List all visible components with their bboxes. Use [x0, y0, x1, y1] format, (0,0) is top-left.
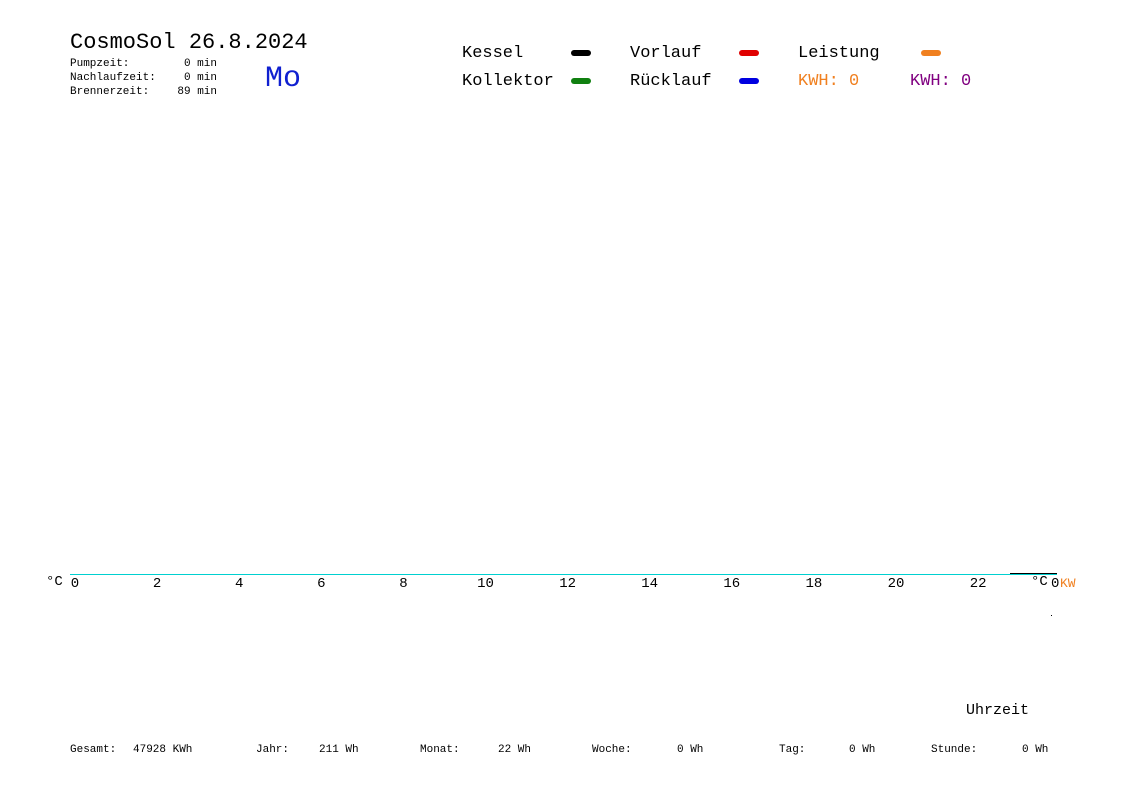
- legend-label: Kessel: [462, 44, 524, 63]
- x-tick-label: 16: [723, 576, 741, 592]
- x-tick-label: 10: [477, 576, 494, 592]
- footer-label: Monat:: [420, 744, 460, 756]
- legend-label: Rücklauf: [630, 72, 712, 91]
- x-axis-label: Uhrzeit: [966, 702, 1030, 719]
- x-tick-label: 4: [234, 576, 244, 592]
- x-tick-label: 22: [969, 576, 987, 592]
- stat-label: Nachlaufzeit:: [70, 72, 156, 84]
- right-unit: °C: [1031, 574, 1048, 590]
- dot: [1051, 615, 1052, 616]
- legend-label: Leistung: [798, 44, 880, 63]
- stat-value: 0 min: [183, 72, 217, 84]
- axis-mark: [1010, 573, 1057, 574]
- stat-label: Pumpzeit:: [70, 58, 130, 70]
- legend-swatch: [571, 50, 591, 56]
- footer-value: 0 Wh: [849, 744, 876, 756]
- x-tick-label: 6: [317, 576, 326, 592]
- x-tick-label: 8: [399, 576, 408, 592]
- stat-value: 89 min: [177, 86, 217, 98]
- footer-label: Tag:: [779, 744, 806, 756]
- footer-label: Jahr:: [256, 744, 290, 756]
- legend-swatch: [739, 78, 759, 84]
- day: Mo: [265, 62, 302, 96]
- x-tick-label: 20: [887, 576, 905, 592]
- stat-label: Brennerzeit:: [70, 86, 150, 98]
- legend-swatch: [571, 78, 591, 84]
- right-kw: KW: [1060, 576, 1076, 591]
- x-axis-line: [70, 574, 1057, 576]
- legend-swatch: [921, 50, 941, 56]
- footer-value: 211 Wh: [319, 744, 359, 756]
- footer-value: 0 Wh: [677, 744, 704, 756]
- kwh-label: KWH: 0: [910, 72, 972, 91]
- x-tick-label: 18: [805, 576, 823, 592]
- left-unit: °C: [46, 574, 63, 590]
- stat-value: 0 min: [183, 58, 217, 70]
- kwh-label: KWH: 0: [798, 72, 860, 91]
- right-value: 0: [1051, 576, 1060, 592]
- x-tick-label: 0: [70, 576, 80, 592]
- footer-value: 0 Wh: [1022, 744, 1049, 756]
- footer-label: Stunde:: [931, 744, 978, 756]
- title: CosmoSol 26.8.2024: [70, 30, 308, 55]
- footer-label: Gesamt:: [70, 744, 117, 756]
- legend-label: Kollektor: [462, 72, 554, 91]
- x-tick-label: 14: [641, 576, 659, 592]
- legend-swatch: [739, 50, 759, 56]
- footer-label: Woche:: [592, 744, 632, 756]
- legend-label: Vorlauf: [630, 44, 702, 63]
- footer-value: 22 Wh: [498, 744, 532, 756]
- footer-value: 47928 KWh: [133, 744, 193, 756]
- x-tick-label: 12: [559, 576, 576, 592]
- x-tick-label: 2: [152, 576, 162, 592]
